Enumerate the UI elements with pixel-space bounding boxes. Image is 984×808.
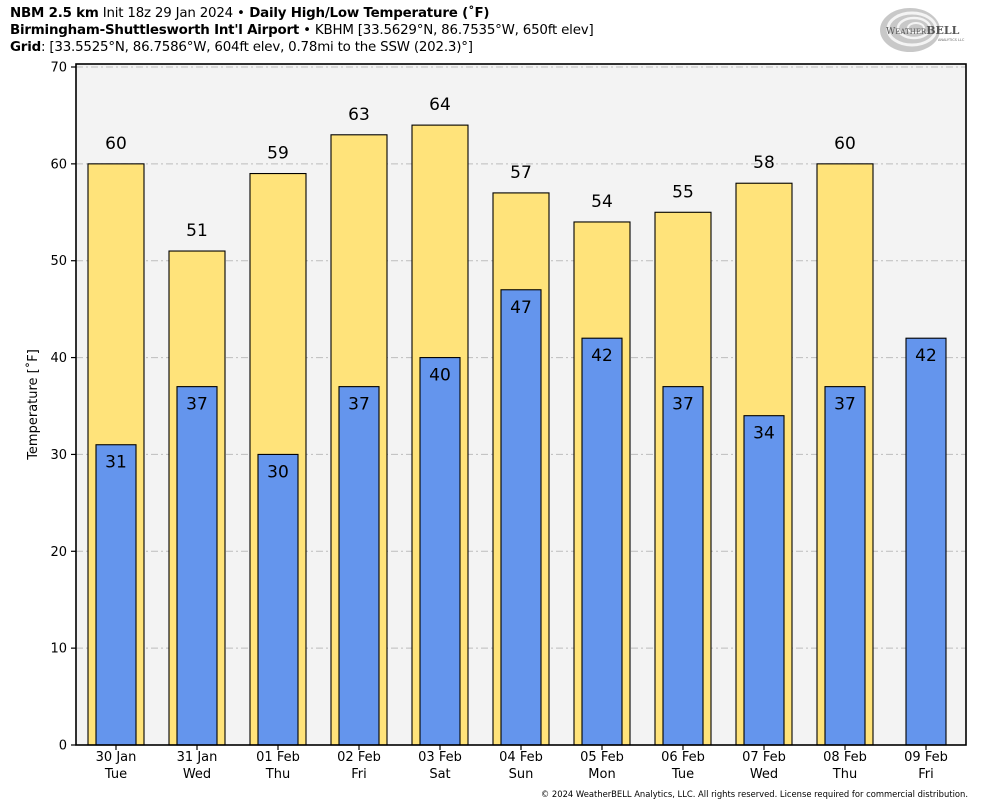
bullet-separator: • xyxy=(237,6,245,21)
low-temp-label: 30 xyxy=(267,462,289,482)
low-temp-bar xyxy=(257,453,299,746)
low-temp-bar xyxy=(338,386,380,746)
x-tick-day: Sun xyxy=(509,767,534,782)
low-temp-bar xyxy=(176,386,218,746)
x-tick-day: Sat xyxy=(429,767,450,782)
x-tick-day: Thu xyxy=(265,767,290,782)
high-temp-label: 64 xyxy=(429,95,451,115)
y-tick-label: 20 xyxy=(50,545,67,560)
y-tick-label: 70 xyxy=(50,61,67,76)
y-axis-label: Temperature [˚F] xyxy=(25,349,41,461)
weatherbell-swirl-logo-icon: WEATHERBELL ANALYTICS LLC xyxy=(880,8,965,52)
header-line-1: NBM 2.5 km Init 18z 29 Jan 2024 • Daily … xyxy=(10,5,594,22)
x-tick-day: Wed xyxy=(183,767,211,782)
x-tick-date: 08 Feb xyxy=(823,750,867,765)
low-temp-label: 37 xyxy=(186,395,208,415)
x-tick-date: 06 Feb xyxy=(661,750,705,765)
y-tick-label: 50 xyxy=(50,254,67,269)
x-tick-date: 04 Feb xyxy=(499,750,543,765)
x-axis: 30 Jan Tue 31 Jan Wed 01 Feb Thu 02 Feb Fri 03 F… xyxy=(96,745,948,782)
x-tick-date: 09 Feb xyxy=(904,750,948,765)
low-temp-label: 37 xyxy=(348,395,370,415)
high-temp-label: 59 xyxy=(267,144,289,164)
low-temp-bar xyxy=(743,415,785,746)
high-temp-label: 58 xyxy=(753,153,775,173)
low-temp-label: 42 xyxy=(591,346,613,366)
x-tick-date: 31 Jan xyxy=(177,750,218,765)
low-temp-bar xyxy=(905,337,947,746)
low-temp-label: 42 xyxy=(915,346,937,366)
low-temp-bar xyxy=(824,386,866,746)
y-tick-label: 60 xyxy=(50,157,67,172)
x-tick-date: 07 Feb xyxy=(742,750,786,765)
svg-text:ANALYTICS LLC: ANALYTICS LLC xyxy=(938,38,965,42)
high-temp-label: 60 xyxy=(834,134,856,154)
x-tick-day: Fri xyxy=(918,767,934,782)
low-temp-bar xyxy=(500,289,542,746)
station-details: KBHM [33.5629°N, 86.7535°W, 650ft elev] xyxy=(314,23,594,38)
low-temp-label: 34 xyxy=(753,424,775,444)
low-temp-label: 37 xyxy=(834,395,856,415)
copyright-footer: © 2024 WeatherBELL Analytics, LLC. All r… xyxy=(540,789,968,799)
grid-label: Grid xyxy=(10,40,41,55)
high-temp-label: 51 xyxy=(186,221,208,241)
x-tick-day: Mon xyxy=(588,767,615,782)
high-temp-label: 55 xyxy=(672,182,694,202)
low-temp-bar xyxy=(419,357,461,746)
high-temp-label: 63 xyxy=(348,105,370,125)
low-temp-label: 47 xyxy=(510,298,532,318)
y-axis: 0 10 20 30 40 50 60 70 xyxy=(50,61,76,754)
x-tick-date: 03 Feb xyxy=(418,750,462,765)
high-temp-label: 54 xyxy=(591,192,613,212)
high-temp-label: 57 xyxy=(510,163,532,183)
low-temp-bar xyxy=(95,444,137,746)
x-tick-day: Tue xyxy=(104,767,127,782)
product-title: Daily High/Low Temperature (˚F) xyxy=(244,6,490,21)
x-tick-date: 05 Feb xyxy=(580,750,624,765)
x-tick-day: Tue xyxy=(671,767,694,782)
x-tick-date: 01 Feb xyxy=(256,750,300,765)
logo-text: WEATHERBELL xyxy=(886,24,960,37)
low-temp-label: 31 xyxy=(105,453,127,473)
y-tick-label: 40 xyxy=(50,351,67,366)
station-name: Birmingham-Shuttlesworth Int'l Airport xyxy=(10,23,300,38)
high-temp-label: 60 xyxy=(105,134,127,154)
x-tick-date: 30 Jan xyxy=(96,750,137,765)
low-temp-bar xyxy=(662,386,704,746)
low-temp-label: 40 xyxy=(429,366,451,386)
y-tick-label: 10 xyxy=(50,642,67,657)
x-tick-day: Wed xyxy=(750,767,778,782)
bullet-separator: • xyxy=(299,23,315,38)
y-tick-label: 30 xyxy=(50,448,67,463)
header-line-3: Grid: [33.5525°N, 86.7586°W, 604ft elev,… xyxy=(10,39,594,56)
x-tick-day: Thu xyxy=(832,767,857,782)
low-temp-label: 37 xyxy=(672,395,694,415)
weatherbell-logo: WEATHERBELL ANALYTICS LLC xyxy=(878,4,968,54)
y-tick-label: 0 xyxy=(59,739,67,754)
bars: 60 31 51 37 59 30 63 37 64 40 57 47 54 42 55 37 58 34 60 37… xyxy=(87,95,947,746)
init-time: Init 18z 29 Jan 2024 xyxy=(98,6,238,21)
x-tick-date: 02 Feb xyxy=(337,750,381,765)
low-temp-bar xyxy=(581,337,623,746)
chart-header: NBM 2.5 km Init 18z 29 Jan 2024 • Daily … xyxy=(10,5,594,56)
x-tick-day: Fri xyxy=(351,767,367,782)
header-line-2: Birmingham-Shuttlesworth Int'l Airport •… xyxy=(10,22,594,39)
model-name: NBM 2.5 km xyxy=(10,6,99,21)
grid-details: : [33.5525°N, 86.7586°W, 604ft elev, 0.7… xyxy=(40,40,473,55)
